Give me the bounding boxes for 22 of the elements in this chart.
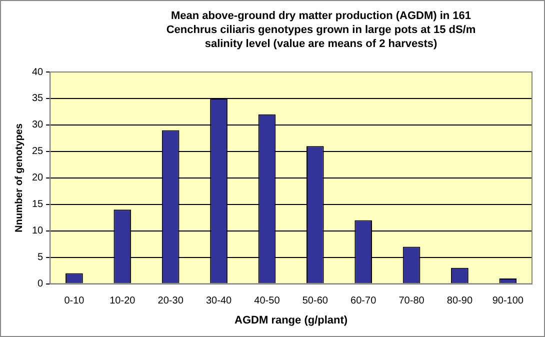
x-tick-label: 20-30: [158, 296, 184, 307]
y-tick-label: 20: [32, 172, 44, 184]
y-tick-label: 25: [32, 146, 44, 158]
y-tick-label: 40: [32, 66, 44, 78]
y-axis-title: Nnumber of genotypes: [14, 123, 25, 232]
x-tick-label: 10-20: [110, 296, 136, 307]
x-tick-label: 50-60: [302, 296, 328, 307]
x-tick-label: 0-10: [64, 296, 85, 307]
y-tick-label: 35: [32, 93, 44, 104]
x-tick-label: 40-50: [254, 296, 280, 307]
x-tick-label: 90-100: [492, 296, 524, 307]
y-tick-label: 30: [32, 120, 44, 131]
x-tick-label: 30-40: [206, 296, 232, 307]
y-tick-label: 5: [38, 252, 44, 264]
y-tick-label: 10: [32, 226, 44, 237]
chart-title: Mean above-ground dry matter production (AGDM) in 161 Cenchrus ciliaris genotypes grown in large pots at 15 dS/m salinity level (value are means of 2 harvests): [165, 9, 477, 51]
x-tick-label: 60-70: [350, 296, 377, 307]
x-tick-label: 70-80: [398, 296, 425, 307]
y-tick-label: 0: [38, 278, 44, 290]
x-axis-title: AGDM range (g/plant): [234, 314, 348, 326]
y-tick-label: 15: [32, 199, 44, 210]
x-tick-label: 80-90: [446, 296, 473, 307]
